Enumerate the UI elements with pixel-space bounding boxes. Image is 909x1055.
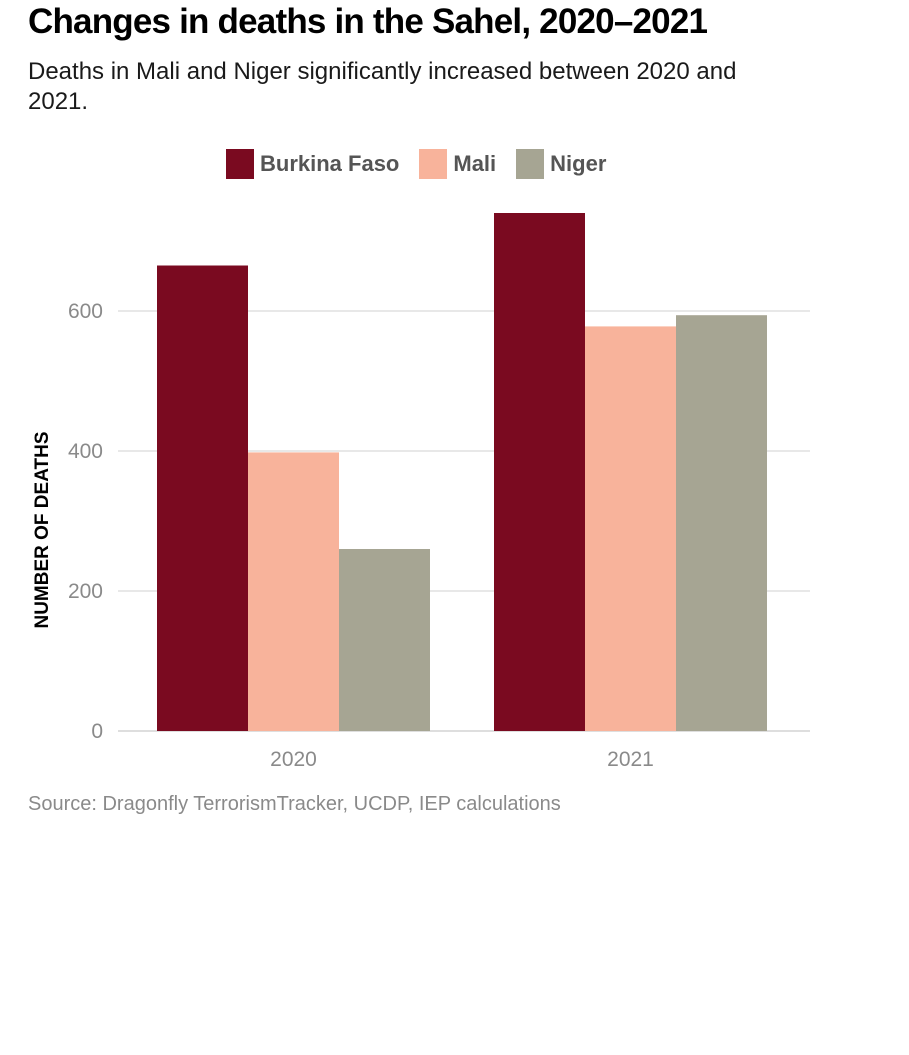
source-note: Source: Dragonfly TerrorismTracker, UCDP… (28, 793, 561, 815)
legend-label-burkina-faso: Burkina Faso (260, 151, 400, 176)
legend-item-mali: Mali (419, 149, 496, 179)
legend-swatch-mali (419, 149, 448, 179)
x-tick-label-2021: 2021 (607, 748, 654, 771)
chart-title: Changes in deaths in the Sahel, 2020–202… (28, 2, 708, 41)
legend: Burkina Faso Mali Niger (226, 149, 626, 179)
chart-subtitle: Deaths in Mali and Niger significantly i… (28, 58, 737, 115)
bar-mali-2021 (585, 326, 676, 731)
bar-chart: 0 200 400 600 2020 2021 NUMBER OF DEATHS (32, 213, 810, 771)
legend-item-burkina-faso: Burkina Faso (226, 149, 399, 179)
bar-niger-2021 (676, 315, 767, 731)
x-tick-label-2020: 2020 (270, 748, 317, 771)
legend-label-niger: Niger (550, 151, 607, 176)
legend-swatch-niger (516, 149, 545, 179)
y-tick-label-200: 200 (68, 580, 103, 603)
bar-niger-2020 (339, 549, 430, 731)
bar-burkina-faso-2021 (494, 213, 585, 731)
legend-label-mali: Mali (453, 151, 497, 176)
bar-mali-2020 (248, 452, 339, 731)
y-tick-label-600: 600 (68, 300, 103, 323)
legend-swatch-burkina-faso (226, 149, 254, 179)
bar-burkina-faso-2020 (157, 265, 248, 731)
y-tick-label-400: 400 (68, 440, 103, 463)
y-axis-title: NUMBER OF DEATHS (32, 431, 53, 628)
legend-item-niger: Niger (516, 149, 606, 179)
y-tick-label-0: 0 (91, 720, 103, 743)
